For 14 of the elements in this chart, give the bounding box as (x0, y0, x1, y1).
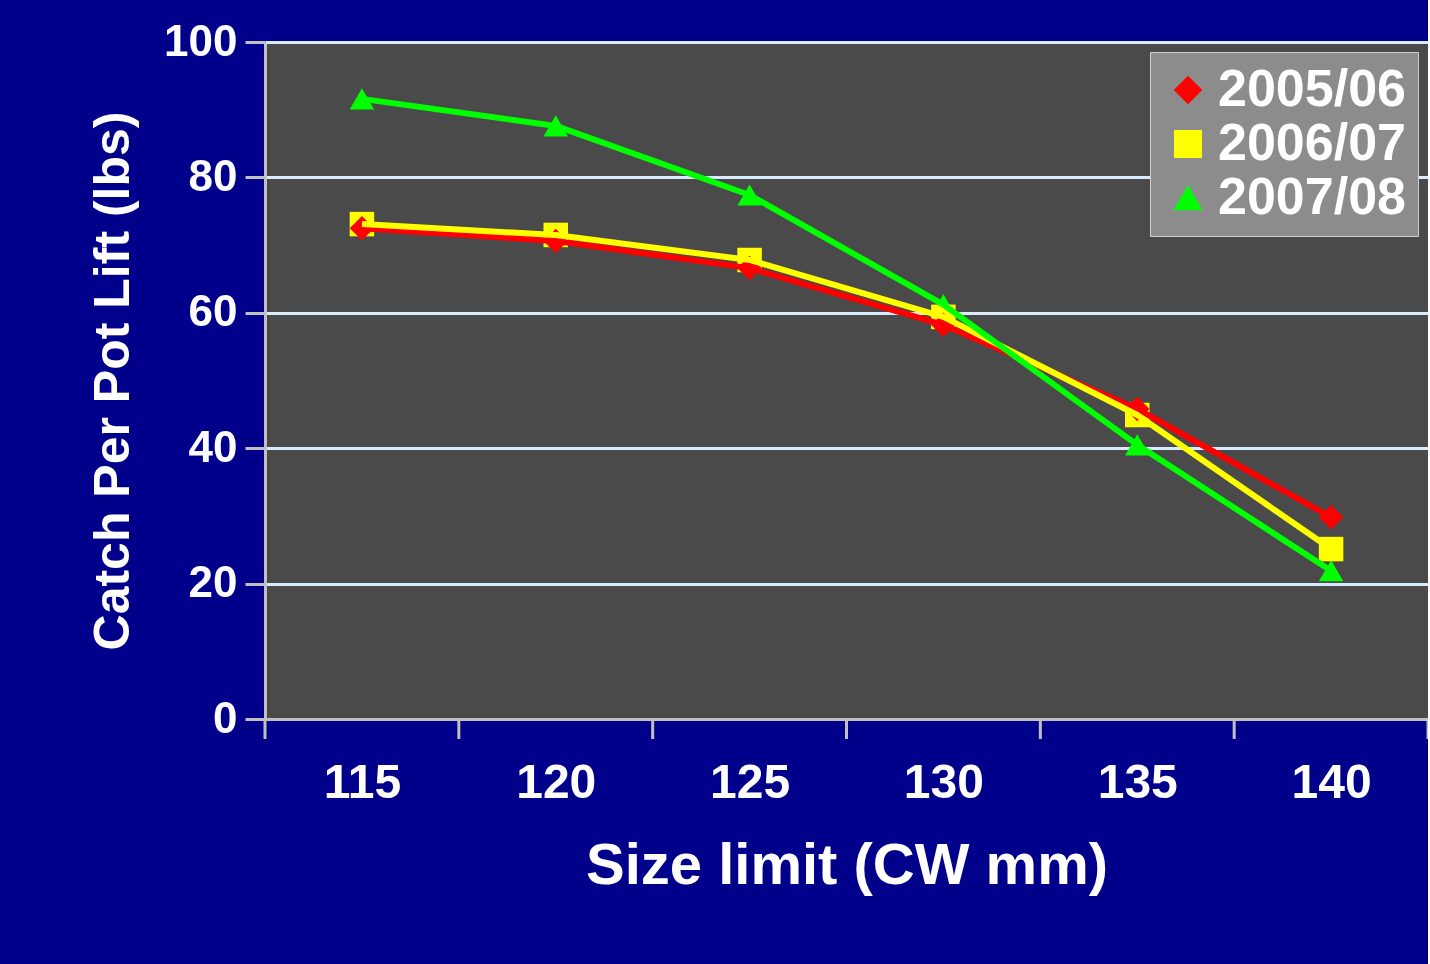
x-tick-label: 125 (710, 754, 791, 808)
y-tick-label: 0 (213, 692, 238, 742)
x-axis-title: Size limit (CW mm) (585, 830, 1109, 896)
y-tick-label: 100 (164, 15, 238, 65)
x-tick-label: 120 (516, 754, 597, 808)
x-tick-label: 135 (1097, 754, 1178, 808)
x-tick-label: 140 (1291, 754, 1372, 808)
y-tick-label: 40 (188, 421, 238, 471)
y-tick-label: 20 (188, 557, 238, 607)
x-tick-label: 130 (903, 754, 984, 808)
y-tick-label: 60 (188, 286, 238, 336)
y-tick-label: 80 (188, 150, 238, 200)
y-axis-title: Catch Per Pot Lift (lbs) (84, 111, 141, 651)
x-tick-label: 115 (323, 754, 402, 808)
